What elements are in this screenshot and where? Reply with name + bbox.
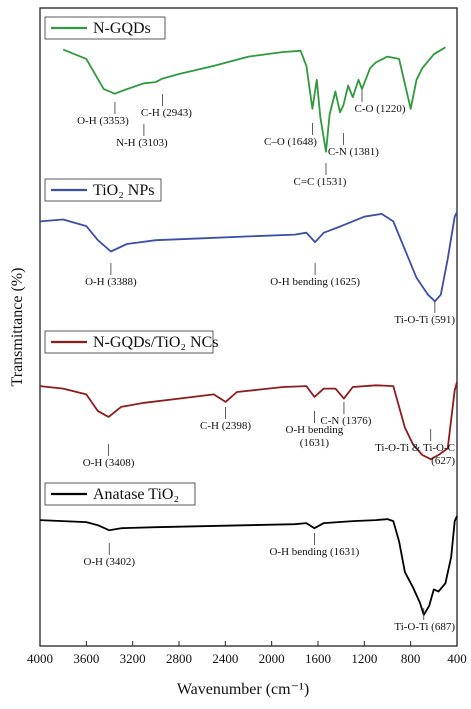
peak-label: O-H (3388) — [85, 276, 137, 288]
peak-label: O-H bending (1631) — [269, 546, 359, 558]
y-axis-label: Transmittance (%) — [9, 268, 26, 387]
x-axis-ticks: 4000 3600 3200 2800 2400 2000 1600 1200 800 400 — [27, 641, 467, 666]
legend-label: Anatase TiO₂ — [93, 486, 179, 503]
x-tick-label: 3200 — [120, 651, 146, 666]
series-group: N-GQDs/TiO₂ NCs O-H (3408) C-H (2398) O-H b… — [39, 330, 458, 469]
x-tick-label: 2000 — [259, 651, 285, 666]
series-line — [62, 46, 446, 153]
peak-label-line2: (1631) — [300, 437, 330, 449]
peak-label: Ti-O-Ti (591) — [394, 314, 455, 326]
peak-label: O-H (3353) — [77, 115, 129, 127]
spectra-panels: N-GQDs O-H (3353) N-H (3103) C-H (2943) C–O … — [39, 16, 458, 633]
x-axis-label: Wavenumber (cm⁻¹) — [177, 681, 309, 698]
x-tick-label: 800 — [401, 651, 421, 666]
legend-label: N-GQDs/TiO₂ NCs — [93, 334, 218, 351]
x-tick-label: 4000 — [27, 651, 53, 666]
x-tick-label: 400 — [447, 651, 467, 666]
peak-label: C-N (1376) — [320, 415, 371, 427]
x-tick-label: 2800 — [166, 651, 192, 666]
series-line — [39, 381, 458, 461]
legend-box — [44, 330, 214, 354]
legend-box — [44, 482, 196, 506]
peak-label: Ti-O-Ti & Ti-O-C — [375, 442, 455, 454]
series-group: Anatase TiO₂ O-H (3402) O-H bending (1631)… — [39, 482, 458, 633]
x-tick-label: 3600 — [73, 651, 99, 666]
legend-box — [44, 16, 166, 40]
series-line — [39, 515, 458, 616]
x-tick-label: 1200 — [351, 651, 377, 666]
peak-label: O-H (3408) — [83, 457, 135, 469]
legend-box — [44, 178, 162, 202]
peak-label: C-O (1220) — [355, 103, 406, 115]
peak-label: O-H (3402) — [83, 556, 135, 568]
series-group: N-GQDs O-H (3353) N-H (3103) C-H (2943) C–O … — [44, 16, 446, 188]
peak-label: N-H (3103) — [116, 137, 168, 149]
peak-label: C=C (1531) — [294, 176, 347, 188]
peak-label: C-N (1381) — [328, 146, 379, 158]
series-group: TiO₂ NPs O-H (3388) O-H bending (1625) Ti-O… — [39, 178, 458, 326]
peak-label: O-H bending — [286, 424, 344, 436]
x-tick-label: 2400 — [212, 651, 238, 666]
peak-label: Ti-O-Ti (687) — [394, 621, 455, 633]
peak-label: C–O (1648) — [264, 136, 317, 148]
peak-label: C-H (2398) — [200, 420, 251, 432]
legend-label: N-GQDs — [93, 20, 151, 37]
peak-label: C-H (2943) — [141, 107, 192, 119]
x-tick-label: 1600 — [305, 651, 331, 666]
peak-label-line2: (627) — [431, 455, 455, 467]
plot-frame — [39, 7, 458, 647]
peak-label: O-H bending (1625) — [270, 276, 360, 288]
legend-label: TiO₂ NPs — [93, 182, 154, 199]
